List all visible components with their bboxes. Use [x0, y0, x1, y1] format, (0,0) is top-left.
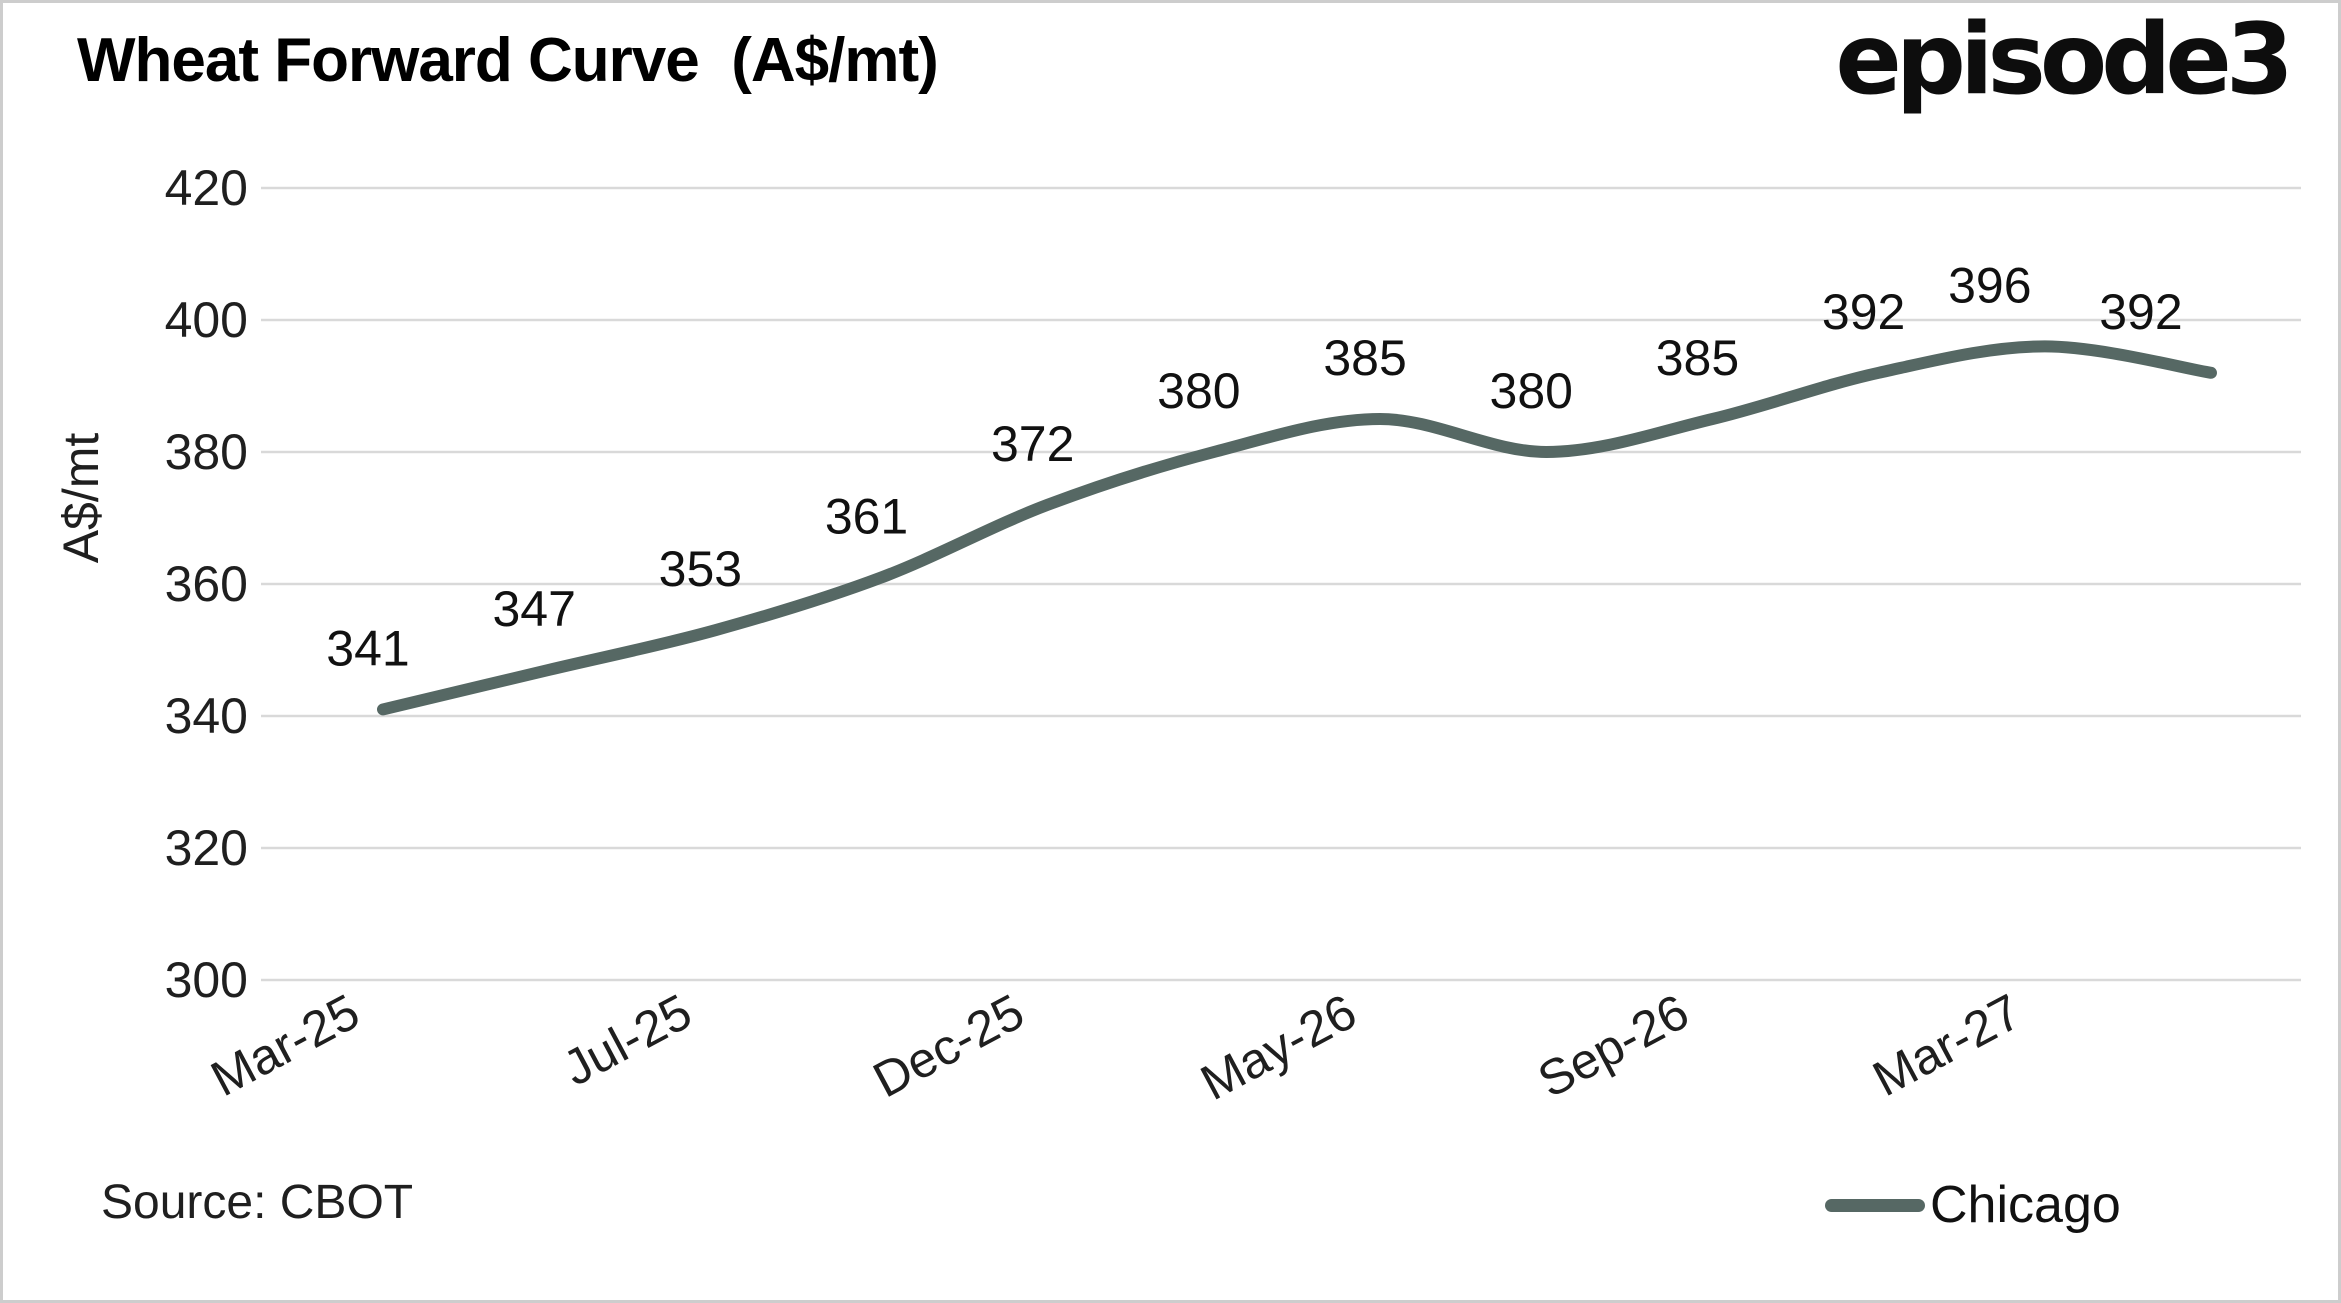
y-tick-label: 420 — [165, 160, 248, 216]
y-tick-label: 400 — [165, 292, 248, 348]
chart-title: Wheat Forward Curve (A$/mt) — [77, 26, 939, 95]
legend-line-swatch — [1825, 1198, 1925, 1212]
episode3-logo: episode3 — [1835, 3, 2294, 117]
chicago-series-line — [377, 340, 2217, 716]
data-label: 361 — [825, 488, 908, 544]
legend-label: Chicago — [1930, 1176, 2121, 1234]
y-tick-label: 320 — [165, 820, 248, 876]
data-label: 385 — [1656, 330, 1739, 386]
legend: Chicago — [1825, 1175, 2121, 1235]
y-tick-label: 380 — [165, 424, 248, 480]
data-label: 392 — [2099, 284, 2182, 340]
source-note: Source: CBOT — [101, 1176, 414, 1229]
data-label: 347 — [492, 581, 575, 637]
data-label: 341 — [326, 620, 409, 676]
y-tick-label: 360 — [165, 556, 248, 612]
x-tick-label: Mar-27 — [1864, 983, 2030, 1107]
data-label: 385 — [1323, 330, 1406, 386]
y-tick-label: 340 — [165, 688, 248, 744]
data-label: 380 — [1490, 363, 1573, 419]
x-tick-label: Jul-25 — [554, 983, 701, 1096]
x-tick-label: Sep-26 — [1529, 983, 1698, 1108]
data-label: 380 — [1157, 363, 1240, 419]
data-label: 372 — [991, 416, 1074, 472]
data-label: 392 — [1822, 284, 1905, 340]
x-tick-label: Dec-25 — [864, 983, 1033, 1108]
x-tick-label: May-26 — [1192, 983, 1366, 1111]
y-tick-label: 300 — [165, 952, 248, 1008]
data-label: 353 — [659, 541, 742, 597]
data-label: 396 — [1948, 257, 2031, 313]
